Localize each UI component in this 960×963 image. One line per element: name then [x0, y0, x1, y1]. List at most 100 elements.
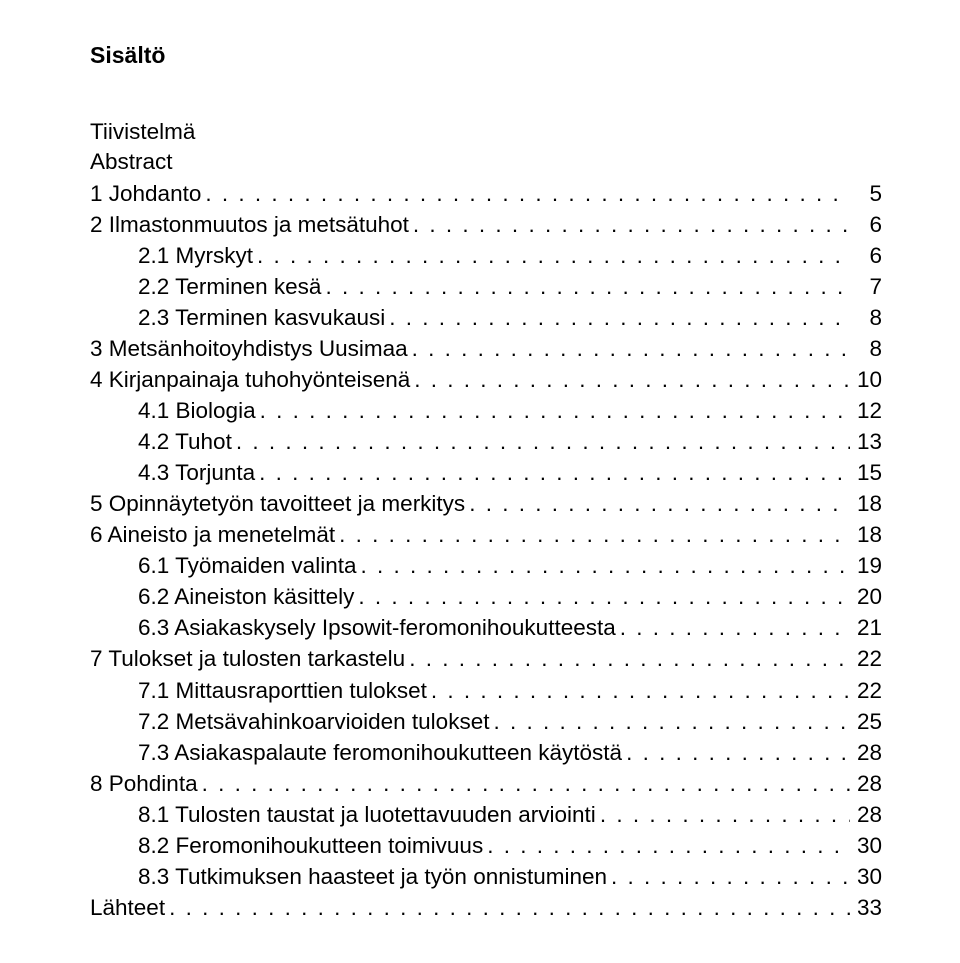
table-of-contents: 1 Johdanto52 Ilmastonmuutos ja metsätuho… — [90, 178, 882, 923]
toc-leader-dots — [427, 675, 850, 706]
toc-leader-dots — [408, 333, 850, 364]
toc-entry-page: 12 — [850, 395, 882, 426]
toc-leader-dots — [410, 364, 850, 395]
toc-row: Lähteet 33 — [90, 892, 882, 923]
toc-leader-dots — [385, 302, 850, 333]
toc-entry-label: 2.1 Myrskyt — [90, 240, 253, 271]
toc-entry-label: 1 Johdanto — [90, 178, 201, 209]
toc-row: 6.2 Aineiston käsittely 20 — [90, 581, 882, 612]
toc-leader-dots — [356, 550, 850, 581]
toc-row: 6.3 Asiakaskysely Ipsowit-feromonihoukut… — [90, 612, 882, 643]
toc-row: 7.2 Metsävahinkoarvioiden tulokset 25 — [90, 706, 882, 737]
toc-entry-label: 7.1 Mittausraporttien tulokset — [90, 675, 427, 706]
toc-leader-dots — [321, 271, 850, 302]
toc-entry-page: 13 — [850, 426, 882, 457]
toc-entry-page: 6 — [850, 209, 882, 240]
toc-row: 2 Ilmastonmuutos ja metsätuhot 6 — [90, 209, 882, 240]
toc-row: 8.3 Tutkimuksen haasteet ja työn onnistu… — [90, 861, 882, 892]
toc-leader-dots — [253, 240, 850, 271]
toc-leader-dots — [255, 457, 850, 488]
toc-entry-page: 18 — [850, 519, 882, 550]
toc-leader-dots — [607, 861, 850, 892]
toc-leader-dots — [198, 768, 850, 799]
toc-entry-label: 7.3 Asiakaspalaute feromonihoukutteen kä… — [90, 737, 622, 768]
toc-row: 6 Aineisto ja menetelmät 18 — [90, 519, 882, 550]
toc-pre-item: Abstract — [90, 147, 882, 177]
toc-entry-page: 22 — [850, 675, 882, 706]
toc-row: 1 Johdanto 5 — [90, 178, 882, 209]
toc-entry-page: 6 — [850, 240, 882, 271]
toc-leader-dots — [489, 706, 850, 737]
toc-row: 8.2 Feromonihoukutteen toimivuus 30 — [90, 830, 882, 861]
toc-entry-page: 28 — [850, 799, 882, 830]
toc-entry-page: 10 — [850, 364, 882, 395]
toc-leader-dots — [483, 830, 850, 861]
toc-entry-label: 2.2 Terminen kesä — [90, 271, 321, 302]
toc-leader-dots — [596, 799, 850, 830]
toc-leader-dots — [616, 612, 850, 643]
toc-row: 4 Kirjanpainaja tuhohyönteisenä 10 — [90, 364, 882, 395]
toc-entry-page: 33 — [850, 892, 882, 923]
toc-entry-page: 8 — [850, 302, 882, 333]
toc-entry-page: 28 — [850, 768, 882, 799]
toc-entry-label: 3 Metsänhoitoyhdistys Uusimaa — [90, 333, 408, 364]
toc-row: 7.1 Mittausraporttien tulokset 22 — [90, 675, 882, 706]
toc-pre-item: Tiivistelmä — [90, 117, 882, 147]
toc-entry-label: 7.2 Metsävahinkoarvioiden tulokset — [90, 706, 489, 737]
toc-row: 2.2 Terminen kesä 7 — [90, 271, 882, 302]
page-title: Sisältö — [90, 42, 882, 69]
toc-entry-label: 8.3 Tutkimuksen haasteet ja työn onnistu… — [90, 861, 607, 892]
toc-entry-label: Lähteet — [90, 892, 165, 923]
toc-leader-dots — [232, 426, 850, 457]
toc-entry-label: 2.3 Terminen kasvukausi — [90, 302, 385, 333]
toc-entry-label: 7 Tulokset ja tulosten tarkastelu — [90, 643, 405, 674]
toc-entry-label: 8.1 Tulosten taustat ja luotettavuuden a… — [90, 799, 596, 830]
toc-entry-page: 7 — [850, 271, 882, 302]
toc-entry-label: 8.2 Feromonihoukutteen toimivuus — [90, 830, 483, 861]
toc-leader-dots — [409, 209, 850, 240]
toc-preamble: Tiivistelmä Abstract — [90, 117, 882, 178]
toc-entry-page: 15 — [850, 457, 882, 488]
toc-entry-page: 5 — [850, 178, 882, 209]
toc-entry-label: 4.2 Tuhot — [90, 426, 232, 457]
toc-entry-page: 8 — [850, 333, 882, 364]
toc-entry-page: 19 — [850, 550, 882, 581]
toc-entry-label: 6.2 Aineiston käsittely — [90, 581, 354, 612]
toc-leader-dots — [335, 519, 850, 550]
toc-leader-dots — [165, 892, 850, 923]
toc-row: 5 Opinnäytetyön tavoitteet ja merkitys 18 — [90, 488, 882, 519]
toc-row: 4.3 Torjunta 15 — [90, 457, 882, 488]
toc-entry-page: 30 — [850, 830, 882, 861]
toc-entry-label: 6.3 Asiakaskysely Ipsowit-feromonihoukut… — [90, 612, 616, 643]
toc-row: 2.1 Myrskyt 6 — [90, 240, 882, 271]
toc-row: 8 Pohdinta 28 — [90, 768, 882, 799]
toc-entry-label: 4.1 Biologia — [90, 395, 256, 426]
toc-row: 4.2 Tuhot 13 — [90, 426, 882, 457]
toc-row: 2.3 Terminen kasvukausi 8 — [90, 302, 882, 333]
toc-row: 7 Tulokset ja tulosten tarkastelu 22 — [90, 643, 882, 674]
toc-leader-dots — [622, 737, 850, 768]
toc-row: 7.3 Asiakaspalaute feromonihoukutteen kä… — [90, 737, 882, 768]
toc-leader-dots — [405, 643, 850, 674]
toc-entry-page: 20 — [850, 581, 882, 612]
toc-entry-label: 5 Opinnäytetyön tavoitteet ja merkitys — [90, 488, 465, 519]
toc-leader-dots — [256, 395, 850, 426]
toc-entry-label: 2 Ilmastonmuutos ja metsätuhot — [90, 209, 409, 240]
toc-row: 3 Metsänhoitoyhdistys Uusimaa 8 — [90, 333, 882, 364]
toc-entry-label: 4 Kirjanpainaja tuhohyönteisenä — [90, 364, 410, 395]
toc-row: 4.1 Biologia 12 — [90, 395, 882, 426]
toc-entry-label: 6.1 Työmaiden valinta — [90, 550, 356, 581]
toc-entry-page: 21 — [850, 612, 882, 643]
toc-row: 6.1 Työmaiden valinta 19 — [90, 550, 882, 581]
toc-leader-dots — [465, 488, 850, 519]
toc-entry-page: 18 — [850, 488, 882, 519]
toc-row: 8.1 Tulosten taustat ja luotettavuuden a… — [90, 799, 882, 830]
toc-leader-dots — [201, 178, 850, 209]
toc-entry-label: 8 Pohdinta — [90, 768, 198, 799]
toc-entry-page: 22 — [850, 643, 882, 674]
document-page: Sisältö Tiivistelmä Abstract 1 Johdanto 5… — [0, 0, 960, 963]
toc-leader-dots — [354, 581, 850, 612]
toc-entry-page: 25 — [850, 706, 882, 737]
toc-entry-label: 4.3 Torjunta — [90, 457, 255, 488]
toc-entry-label: 6 Aineisto ja menetelmät — [90, 519, 335, 550]
